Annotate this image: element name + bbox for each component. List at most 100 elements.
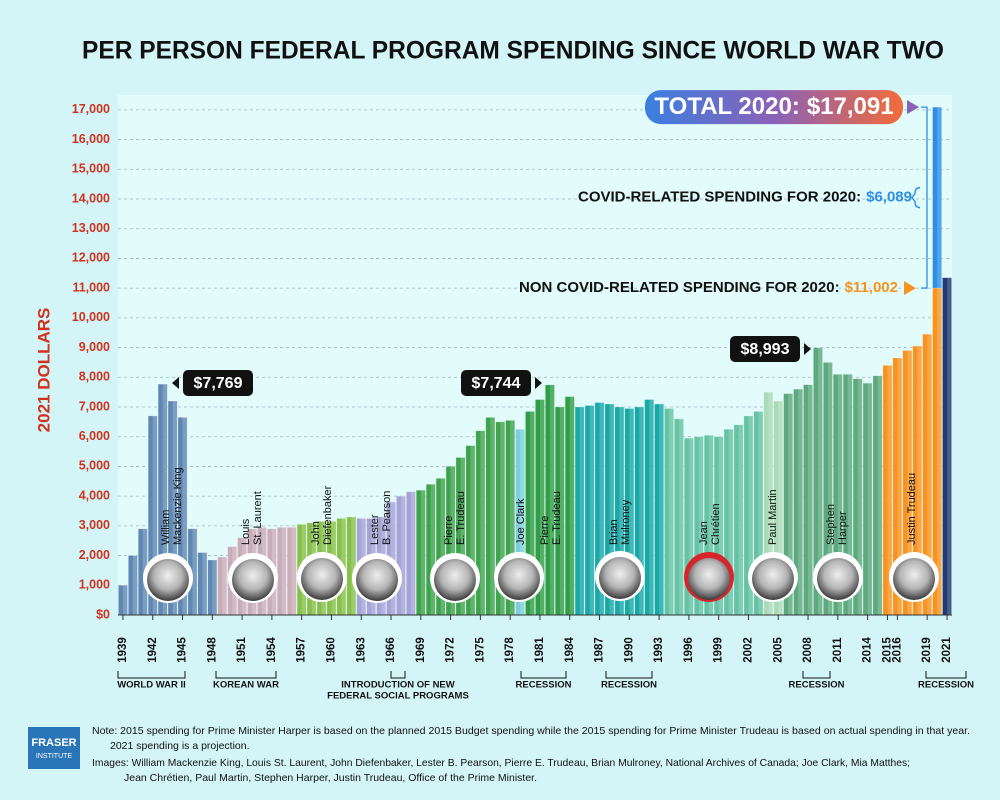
bar-stripe (420, 490, 426, 615)
leader-name: E. Trudeau (551, 491, 563, 545)
value-label: $6,089 (866, 189, 912, 206)
value-label: $7,769 (194, 375, 243, 392)
bar-stripe (837, 374, 843, 615)
event-label: KOREAN WAR (213, 680, 279, 691)
x-tick-label: 1999 (713, 637, 725, 663)
leader-photo-face (688, 558, 730, 600)
total-label: TOTAL 2020: $17,091 (654, 93, 893, 120)
bar-stripe (599, 402, 605, 615)
bar-stripe (827, 362, 833, 615)
bar (932, 106, 942, 289)
bar-stripe (917, 346, 922, 615)
leader-photo-face (356, 559, 398, 601)
y-tick-label: 2,000 (79, 548, 110, 562)
logo-text: INSTITUTE (36, 753, 72, 760)
bar-stripe (937, 288, 942, 615)
annotation: NON COVID-RELATED SPENDING FOR 2020: $11,… (519, 279, 898, 296)
bar-stripe (768, 392, 773, 615)
bar-stripe (639, 407, 644, 615)
leader-name: Lester (369, 514, 381, 545)
bar-stripe (182, 417, 188, 615)
value-label: $11,002 (845, 279, 898, 296)
bar-stripe (391, 502, 396, 615)
bar-stripe (718, 436, 724, 615)
note: Note: 2015 spending for Prime Minister H… (92, 725, 970, 737)
bar-stripe (589, 405, 595, 615)
bar-stripe (430, 484, 436, 615)
bar-stripe (897, 357, 902, 615)
bar-stripe (857, 378, 863, 615)
leader-photo-face (147, 559, 189, 601)
y-tick-label: 9,000 (79, 340, 110, 354)
x-tick-label: 1990 (623, 637, 635, 663)
bar-stripe (490, 417, 495, 615)
bar-stripe (549, 384, 555, 615)
x-tick-label: 2021 (941, 637, 953, 663)
bar-stripe (907, 350, 912, 615)
bar-stripe (440, 478, 446, 615)
bar-stripe (410, 491, 416, 615)
bar-stripe (887, 365, 893, 615)
annotation-brace (911, 186, 921, 209)
annotation-arrow (904, 281, 916, 296)
y-tick-label: 10,000 (72, 310, 110, 324)
x-tick-label: 2011 (832, 637, 844, 663)
bar-stripe (192, 528, 198, 615)
y-axis-title: 2021 DOLLARS (34, 308, 53, 433)
leader-photo-face (301, 558, 343, 600)
leader-photo-face (599, 557, 641, 599)
x-tick-label: 1951 (236, 637, 248, 663)
bar-stripe (539, 399, 545, 615)
bar-stripe (659, 404, 664, 615)
leader-name: John (310, 521, 322, 545)
bar-stripe (162, 384, 168, 615)
x-tick-label: 2005 (772, 637, 784, 663)
bar-stripe (559, 407, 565, 615)
leader-name: Pierre (443, 516, 455, 545)
bar-stripe (609, 404, 615, 615)
note: 2021 spending is a projection. (110, 740, 250, 752)
value-label-box (183, 370, 253, 396)
leader-name: Joe Clark (515, 498, 527, 545)
bar-stripe (649, 399, 654, 615)
x-tick-label: 2014 (862, 637, 874, 663)
bar-stripe (669, 408, 674, 615)
bar-stripe (678, 418, 684, 615)
x-tick-label: 1942 (147, 637, 159, 663)
x-tick-label: 1963 (355, 637, 367, 663)
leader-name: Harper (837, 511, 849, 545)
leader-photo-face (498, 558, 540, 600)
bar-stripe (708, 435, 714, 615)
x-tick-label: 1987 (594, 637, 606, 663)
x-tick-label: 1960 (325, 637, 337, 663)
y-tick-label: 6,000 (79, 429, 110, 443)
annotation-text: NON COVID-RELATED SPENDING FOR 2020: (519, 279, 840, 296)
bar-stripe (291, 527, 297, 615)
y-tick-label: $0 (96, 607, 110, 621)
event-label: WORLD WAR II (117, 680, 186, 691)
x-tick-label: 1966 (385, 637, 397, 663)
note: Jean Chrétien, Paul Martin, Stephen Harp… (124, 772, 537, 784)
value-label-box (461, 370, 531, 396)
y-tick-label: 17,000 (72, 102, 110, 116)
leader-name: Mackenzie King (172, 467, 184, 545)
x-tick-label: 1957 (296, 637, 308, 663)
bar-stripe (480, 430, 485, 615)
y-tick-label: 3,000 (79, 518, 110, 532)
y-tick-label: 16,000 (72, 132, 110, 146)
note: Images: William Mackenzie King, Louis St… (92, 757, 910, 769)
bar-stripe (629, 408, 634, 615)
bar-stripe (877, 375, 883, 615)
bar-stripe (132, 555, 138, 615)
annotation-text: COVID-RELATED SPENDING FOR 2020: (578, 189, 861, 206)
logo-text: FRASER (31, 737, 76, 749)
bar-stripe (520, 429, 525, 615)
x-tick-label: 1975 (474, 637, 486, 663)
leader-name: Chrétien (710, 503, 722, 545)
leader-photo-face (752, 558, 794, 600)
annotation: COVID-RELATED SPENDING FOR 2020: $6,089 (578, 189, 912, 206)
leader-name: William (160, 510, 172, 545)
leader-name: St. Laurent (252, 491, 264, 545)
leader-photo-face (817, 558, 859, 600)
bar-stripe (222, 557, 227, 615)
